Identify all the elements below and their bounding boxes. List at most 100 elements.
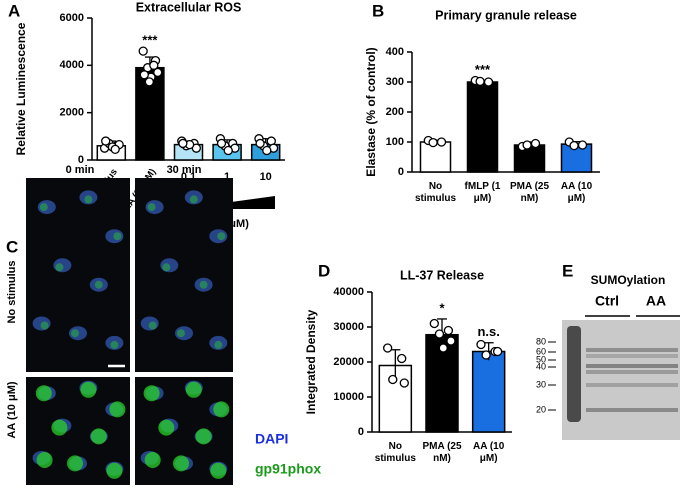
gp91phox-stain [214,340,223,349]
data-point [223,145,233,156]
data-point [262,145,272,156]
panel-label: D [318,261,330,280]
nucleus [53,258,72,273]
chart-title: Extracellular ROS [136,0,242,14]
row-label: No stimulus [6,261,18,324]
nucleus [79,190,98,205]
data-point [397,353,407,364]
lane-label: AA [646,293,666,309]
y-tick-label: 20000 [333,356,364,368]
data-point [481,350,491,360]
data-point [110,144,120,155]
panel-label: B [372,1,384,20]
marker-label: 40 [536,361,546,371]
gp91phox-stain [147,203,156,212]
y-tick-label: 10000 [333,391,364,403]
data-point [522,140,532,150]
y-tick-label: 4000 [60,59,84,71]
gp91phox-stain [199,280,208,289]
data-point [483,77,494,87]
panel-label: A [8,1,20,20]
marker-label: 20 [536,404,546,414]
y-tick-label: 400 [386,46,404,58]
blot-band [586,408,678,412]
nucleus [194,277,213,292]
gp91phox-stain [144,452,161,468]
chart-title: LL-37 Release [400,268,484,282]
y-tick-label: 0 [398,166,404,178]
y-tick-label: 200 [386,106,404,118]
x-tick-label: PMA (25 nM) [422,441,462,464]
blot-title: SUMOylation [591,273,666,287]
marker-label: 80 [536,336,546,346]
blot-band [586,348,678,352]
data-point [443,325,454,336]
nucleus [209,229,228,244]
blot-band [586,370,678,374]
x-tick-label: No stimulus [414,181,457,204]
data-point [492,346,503,357]
gp91phox-stain [148,321,157,330]
data-point [530,138,541,149]
x-tick-label: fMLP (1 μM) [464,181,501,204]
significance: *** [475,62,491,77]
data-point [438,343,448,353]
data-point [446,336,456,346]
gp91phox-stain [71,329,79,338]
data-point [216,138,227,149]
gp91phox-stain [40,321,49,330]
marker-label: 60 [536,346,546,356]
gp91phox-stain [67,455,83,472]
nucleus [69,326,87,341]
data-point [388,374,398,385]
bar [378,364,413,433]
gp91phox-stain [189,195,198,204]
data-point [428,137,438,148]
data-point [569,140,579,151]
gp91phox-stain [195,428,212,445]
data-point [434,329,445,339]
blot-band [586,354,678,358]
gp91phox-stain [185,381,202,398]
bar [560,143,593,173]
ladder-lane [567,326,581,422]
gp91phox-stain [90,428,107,445]
data-point [101,136,111,146]
gp91phox-stain [158,419,175,436]
x-tick-label: 10 [260,171,272,183]
gp91phox-stain [213,401,230,418]
row-label: AA (10 μM) [6,381,18,438]
blot-membrane [562,320,680,440]
data-point [577,140,588,150]
data-point [436,137,447,147]
significance: *** [142,33,158,48]
gp91phox-stain [35,385,52,402]
x-tick-label: PMA (25 nM) [509,181,550,204]
y-axis-label: Elastase (% of control) [364,47,378,176]
lane-label: Ctrl [595,293,619,309]
panel-label: C [6,237,18,256]
gp91phox-stain [51,419,68,436]
data-point [149,60,159,70]
y-tick-label: 6000 [60,12,84,24]
y-tick-label: 0 [358,426,364,438]
panel-label: E [562,261,573,280]
chart-title: Primary granule release [435,8,577,22]
column-label: 30 min [167,164,202,176]
gp91phox-stain [55,263,64,272]
gp91phox-stain [162,263,171,272]
y-tick-label: 40000 [333,286,364,298]
y-tick-label: 300 [386,76,404,88]
nucleus [145,200,164,215]
bar [419,141,452,173]
gp91phox-stain [217,232,226,241]
significance: n.s. [477,324,499,339]
nucleus [89,277,108,292]
data-point [178,138,188,149]
x-tick-label: AA (10 μM) [473,441,505,464]
blot-band [586,364,678,368]
gp91phox-stain [113,232,122,241]
data-point [255,138,265,149]
nucleus [184,190,203,205]
